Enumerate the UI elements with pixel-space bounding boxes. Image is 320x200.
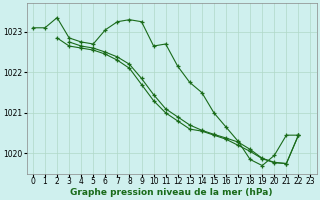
X-axis label: Graphe pression niveau de la mer (hPa): Graphe pression niveau de la mer (hPa) <box>70 188 273 197</box>
